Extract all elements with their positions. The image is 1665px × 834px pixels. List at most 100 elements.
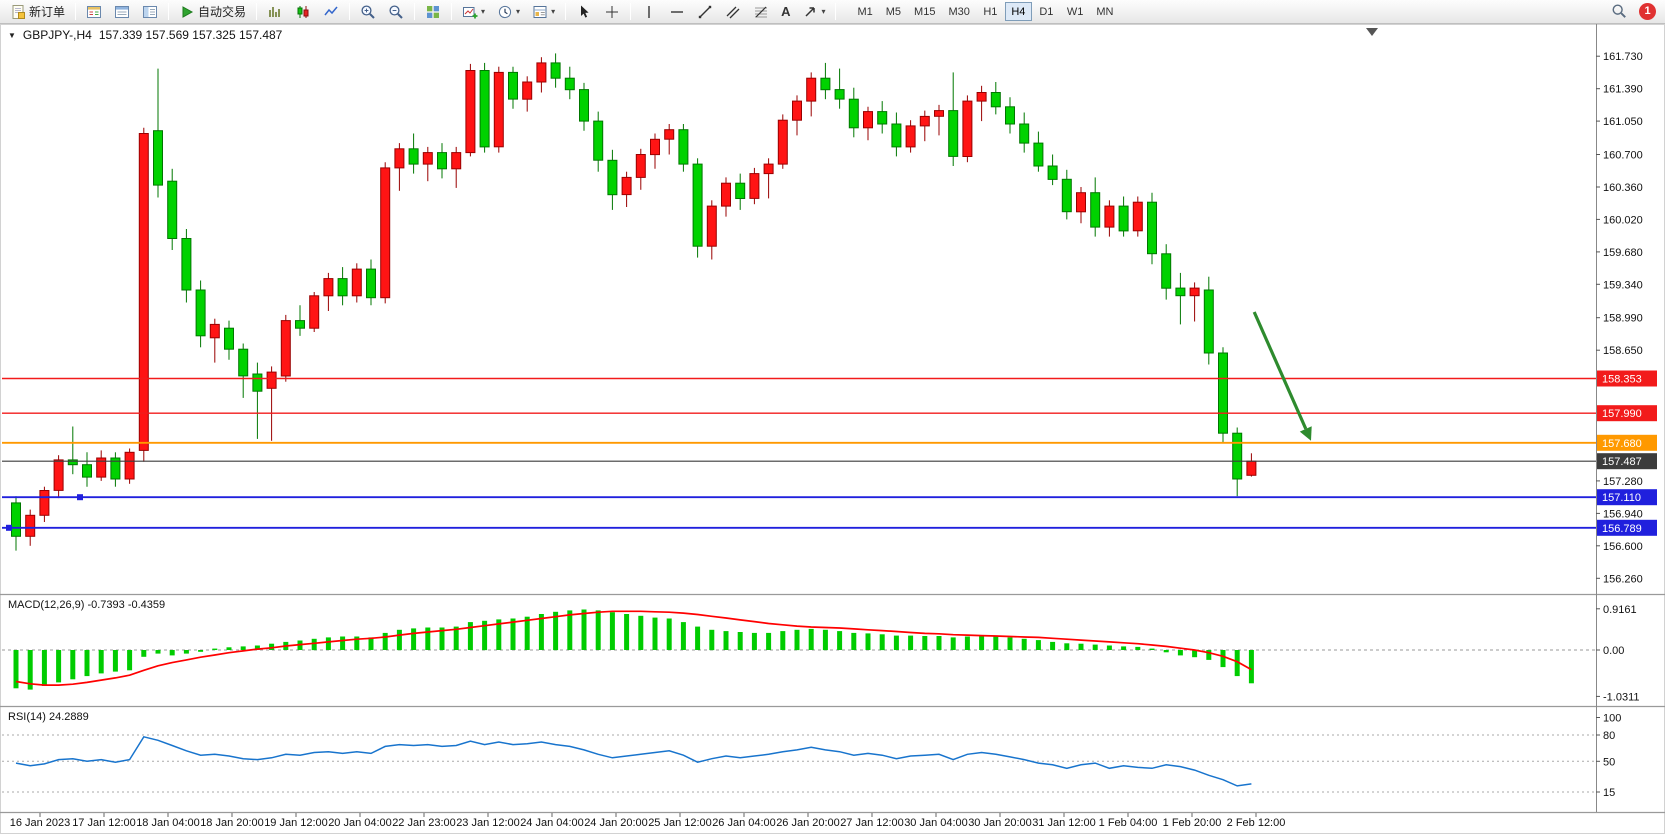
new-order-label: 新订单 — [29, 5, 66, 19]
data-window-button[interactable] — [109, 2, 135, 22]
dropdown-caret-icon: ▾ — [551, 7, 556, 16]
macd-histogram — [13, 609, 1254, 690]
bar-chart-icon — [267, 4, 283, 20]
time-axis-label: 17 Jan 12:00 — [72, 817, 136, 829]
time-axis-label: 18 Jan 04:00 — [136, 817, 200, 829]
candlesticks — [11, 53, 1257, 551]
auto-trading-play-icon — [179, 4, 195, 20]
symbol-dropdown-icon[interactable]: ▼ — [8, 30, 16, 40]
price-axis[interactable]: 161.730 161.390 161.050 160.700 160.360 160.0… — [1596, 51, 1643, 799]
toolbar-separator — [168, 3, 170, 20]
time-axis-label: 1 Feb 20:00 — [1163, 817, 1222, 829]
text-tool-icon: A — [781, 3, 791, 19]
bar-chart-button[interactable] — [262, 2, 288, 22]
time-axis-label: 25 Jan 12:00 — [648, 817, 712, 829]
time-axis-label: 26 Jan 20:00 — [776, 817, 840, 829]
zoom-in-icon — [360, 4, 376, 20]
price-badge-158.353: 158.353 — [1597, 370, 1657, 387]
timeframe-h1-button[interactable]: H1 — [977, 2, 1004, 21]
line-handle[interactable] — [77, 494, 83, 501]
macd-axis-label: 0.9161 — [1603, 604, 1637, 616]
timeframe-toolbar: M1 M5 M15 M30 H1 H4 D1 W1 MN — [851, 2, 1119, 21]
price-axis-label: 160.700 — [1603, 150, 1643, 162]
template-icon — [532, 4, 548, 20]
clock-icon — [497, 4, 513, 20]
rsi-axis-label: 15 — [1603, 787, 1615, 799]
main-chart-pane[interactable] — [0, 24, 1596, 594]
horizontal-line-button[interactable] — [664, 2, 690, 22]
timeframe-m5-button[interactable]: M5 — [880, 2, 907, 21]
zoom-out-button[interactable] — [383, 2, 409, 22]
new-order-button[interactable]: 新订单 — [5, 2, 70, 22]
templates-button[interactable]: ▾ — [527, 2, 560, 22]
line-handle[interactable] — [6, 524, 12, 531]
toolbar-separator — [565, 3, 567, 20]
timeframe-h4-button[interactable]: H4 — [1004, 2, 1032, 21]
chart-shift-marker[interactable] — [1366, 28, 1378, 36]
time-axis-label: 2 Feb 12:00 — [1227, 817, 1286, 829]
fibonacci-button[interactable] — [748, 2, 774, 22]
trendline-button[interactable] — [692, 2, 718, 22]
new-order-icon — [10, 4, 26, 20]
crosshair-button[interactable] — [599, 2, 625, 22]
time-axis[interactable]: 16 Jan 2023 17 Jan 12:00 18 Jan 04:00 18 Ja… — [10, 813, 1286, 829]
auto-trading-label: 自动交易 — [198, 5, 247, 19]
svg-text:156.789: 156.789 — [1602, 523, 1642, 535]
timeframe-w1-button[interactable]: W1 — [1061, 2, 1090, 21]
rsi-label: RSI(14) 24.2889 — [8, 711, 89, 723]
timeframe-m15-button[interactable]: M15 — [908, 2, 941, 21]
arrows-button[interactable]: ▾ — [797, 2, 830, 22]
macd-axis-label: -1.0311 — [1603, 691, 1640, 703]
indicators-button[interactable]: ▾ — [457, 2, 490, 22]
ohlc-values: 157.339 157.569 157.325 157.487 — [98, 28, 283, 42]
time-axis-label: 20 Jan 04:00 — [328, 817, 392, 829]
macd-axis-label: 0.00 — [1603, 645, 1624, 657]
zoom-out-icon — [388, 4, 404, 20]
price-axis-label: 156.940 — [1603, 508, 1643, 520]
fibonacci-icon — [753, 4, 769, 20]
chart-canvas[interactable]: 161.730 161.390 161.050 160.700 160.360 160.0… — [0, 24, 1665, 834]
periods-button[interactable]: ▾ — [492, 2, 525, 22]
navigator-button[interactable] — [137, 2, 163, 22]
vertical-line-icon — [641, 4, 657, 20]
channel-button[interactable] — [720, 2, 746, 22]
tile-windows-button[interactable] — [420, 2, 446, 22]
search-icon[interactable] — [1611, 3, 1629, 21]
trend-arrow-annotation[interactable] — [1252, 311, 1312, 441]
svg-text:158.353: 158.353 — [1602, 374, 1642, 386]
notification-badge[interactable]: 1 — [1639, 3, 1656, 20]
vertical-line-button[interactable] — [636, 2, 662, 22]
candlestick-chart-button[interactable] — [290, 2, 316, 22]
svg-text:157.680: 157.680 — [1602, 438, 1642, 450]
time-axis-label: 16 Jan 2023 — [10, 817, 71, 829]
timeframe-m30-button[interactable]: M30 — [942, 2, 975, 21]
time-axis-label: 24 Jan 20:00 — [584, 817, 648, 829]
time-axis-label: 26 Jan 04:00 — [712, 817, 776, 829]
line-chart-button[interactable] — [318, 2, 344, 22]
time-axis-label: 24 Jan 04:00 — [520, 817, 584, 829]
price-badge-157.680: 157.680 — [1597, 434, 1657, 451]
toolbar-separator — [414, 3, 416, 20]
chart-header: ▼ GBPJPY-,H4 157.339 157.569 157.325 157… — [8, 28, 282, 42]
rsi-pane[interactable] — [0, 707, 1596, 812]
zoom-in-button[interactable] — [355, 2, 381, 22]
macd-label: MACD(12,26,9) -0.7393 -0.4359 — [8, 599, 166, 611]
timeframe-m1-button[interactable]: M1 — [851, 2, 878, 21]
auto-trading-button[interactable]: 自动交易 — [174, 2, 251, 22]
time-axis-label: 1 Feb 04:00 — [1099, 817, 1158, 829]
text-button[interactable]: A — [776, 2, 795, 22]
timeframe-d1-button[interactable]: D1 — [1033, 2, 1060, 21]
toolbar-separator — [835, 3, 837, 20]
macd-pane[interactable] — [0, 595, 1596, 706]
rsi-axis-label: 50 — [1603, 756, 1615, 768]
price-badge-157.990: 157.990 — [1597, 405, 1657, 422]
price-axis-label: 160.020 — [1603, 214, 1643, 226]
price-axis-label: 161.050 — [1603, 116, 1643, 128]
price-axis-label: 161.390 — [1603, 84, 1643, 96]
timeframe-mn-button[interactable]: MN — [1090, 2, 1119, 21]
cursor-button[interactable] — [571, 2, 597, 22]
market-watch-button[interactable] — [81, 2, 107, 22]
rsi-line — [15, 735, 1252, 787]
price-axis-label: 159.340 — [1603, 279, 1643, 291]
